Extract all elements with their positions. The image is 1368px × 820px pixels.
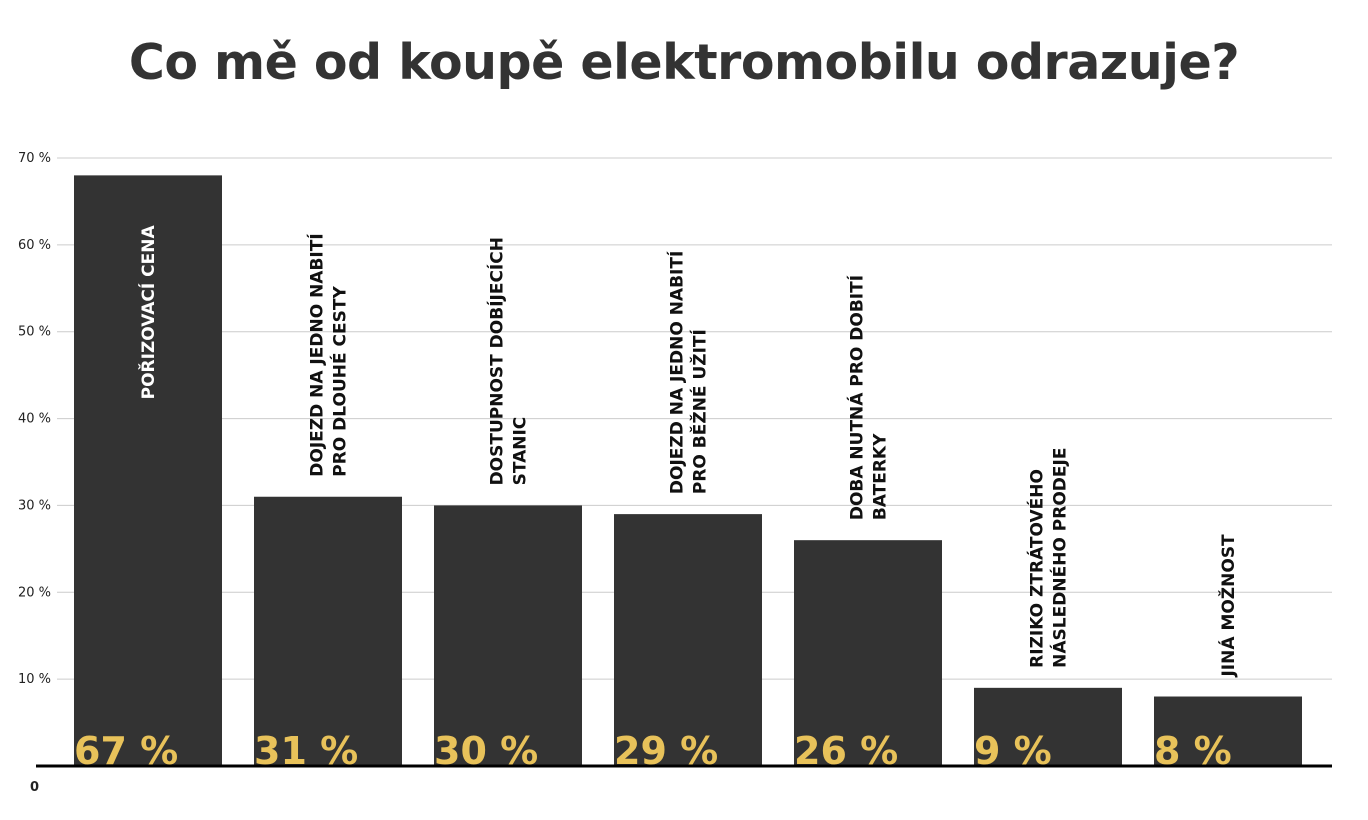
category-label: DOSTUPNOST DOBÍJECÍCH <box>486 237 508 485</box>
category-label: PRO BĚŽNÉ UŽITÍ <box>689 329 711 494</box>
y-axis-ticks: 0 10 % 20 % 30 % 40 % 50 % 60 % 70 % <box>18 151 51 795</box>
category-label: POŘIZOVACÍ CENA <box>137 225 159 400</box>
y-tick-label: 40 % <box>18 412 51 427</box>
category-label: JINÁ MOŽNOST <box>1217 534 1239 678</box>
bar <box>1154 696 1302 766</box>
bar <box>974 687 1122 766</box>
bar <box>434 505 582 766</box>
y-tick-label: 10 % <box>18 672 51 687</box>
bar <box>254 496 402 766</box>
category-label: BATERKY <box>871 433 891 520</box>
category-label: DOJEZD NA JEDNO NABITÍ <box>306 233 328 476</box>
y-tick-label: 30 % <box>18 498 51 513</box>
y-tick-label: 70 % <box>18 151 51 166</box>
y-tick-label: 60 % <box>18 238 51 253</box>
y-tick-label: 0 <box>30 780 39 795</box>
chart-title: Co mě od koupě elektromobilu odrazuje? <box>128 34 1240 91</box>
bars <box>74 175 1302 766</box>
category-label: NÁSLEDNÉHO PRODEJE <box>1049 448 1071 668</box>
bar <box>794 540 942 766</box>
y-tick-label: 50 % <box>18 325 51 340</box>
category-label: DOJEZD NA JEDNO NABITÍ <box>666 251 688 494</box>
bar <box>614 514 762 766</box>
category-label: DOBA NUTNÁ PRO DOBITÍ <box>846 275 868 520</box>
category-label: RIZIKO ZTRÁTOVÉHO <box>1026 469 1048 668</box>
y-tick-label: 20 % <box>18 585 51 600</box>
bar <box>74 175 222 766</box>
category-label: PRO DLOUHÉ CESTY <box>329 286 351 477</box>
category-label: STANIC <box>511 417 531 486</box>
category-labels: POŘIZOVACÍ CENA DOJEZD NA JEDNO NABITÍ PRO… <box>137 225 1239 678</box>
